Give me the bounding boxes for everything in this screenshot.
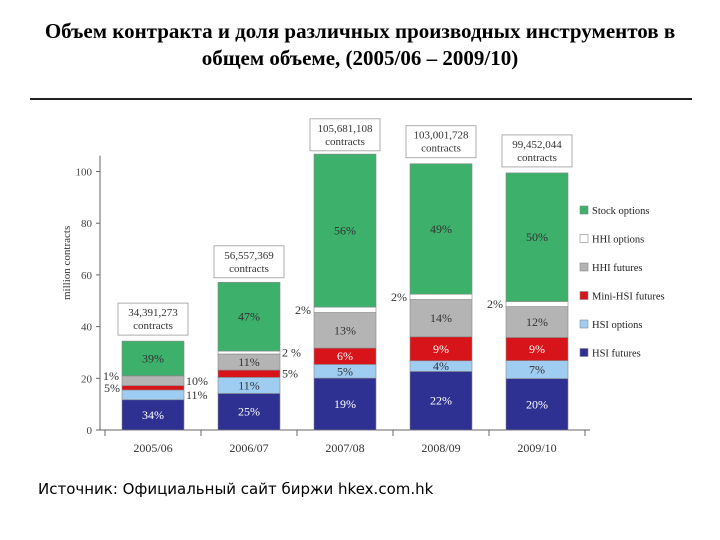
y-tick-label: 20 bbox=[81, 373, 93, 385]
legend-label: HHI options bbox=[592, 235, 644, 246]
data-label: 5% bbox=[282, 367, 298, 381]
data-label: 2% bbox=[487, 297, 503, 311]
x-tick-label: 2006/07 bbox=[229, 441, 268, 455]
y-tick-label: 0 bbox=[87, 425, 93, 437]
total-value-label: 105,681,108 bbox=[318, 123, 374, 135]
data-label: 9% bbox=[529, 342, 545, 356]
total-value-label: 99,452,044 bbox=[512, 139, 562, 151]
data-label: 49% bbox=[430, 222, 452, 236]
source-note: Источник: Официальный сайт биржи hkex.co… bbox=[38, 480, 434, 498]
data-label: 47% bbox=[238, 310, 260, 324]
legend-swatch bbox=[579, 319, 589, 329]
x-tick-label: 2007/08 bbox=[325, 441, 364, 455]
data-label: 7% bbox=[529, 363, 545, 377]
y-tick-label: 80 bbox=[81, 218, 93, 230]
bar-segment bbox=[505, 301, 569, 307]
x-tick-label: 2008/09 bbox=[421, 441, 460, 455]
bar-segment bbox=[121, 399, 185, 431]
bar-segment bbox=[217, 282, 281, 352]
bar-segment bbox=[121, 376, 185, 386]
data-label: 9% bbox=[433, 342, 449, 356]
data-label: 5% bbox=[337, 364, 353, 378]
bar-segment bbox=[217, 369, 281, 378]
data-label: 12% bbox=[526, 315, 548, 329]
total-unit-label: contracts bbox=[421, 143, 461, 155]
data-label: 25% bbox=[238, 405, 260, 419]
total-callout-box bbox=[405, 125, 477, 159]
data-label: 5% bbox=[104, 381, 120, 395]
legend-label: HHI futures bbox=[592, 263, 642, 274]
data-label: 50% bbox=[526, 230, 548, 244]
data-label: 2% bbox=[295, 303, 311, 317]
x-tick-label: 2005/06 bbox=[133, 441, 172, 455]
data-label: 56% bbox=[334, 224, 356, 238]
legend-label: Stock options bbox=[592, 206, 649, 217]
bar-segment bbox=[121, 340, 185, 377]
data-label: 20% bbox=[526, 397, 548, 411]
legend-swatch bbox=[579, 348, 589, 357]
data-label: 10% bbox=[186, 374, 208, 388]
data-label: 2 % bbox=[282, 346, 301, 360]
y-tick-label: 60 bbox=[81, 270, 93, 282]
data-label: 11% bbox=[238, 378, 260, 392]
total-callout-box bbox=[309, 118, 381, 152]
x-tick-label: 2009/10 bbox=[517, 441, 556, 455]
bar-segment bbox=[505, 378, 569, 431]
bar-segment bbox=[409, 371, 473, 431]
bar-segment bbox=[313, 312, 377, 349]
page-title: Объем контракта и доля различных произво… bbox=[44, 19, 676, 70]
total-unit-label: contracts bbox=[517, 152, 557, 164]
data-label: 34% bbox=[142, 408, 164, 422]
total-callout-box bbox=[213, 245, 285, 279]
legend-swatch bbox=[579, 205, 589, 215]
bar-segment bbox=[505, 306, 569, 338]
data-label: 4% bbox=[433, 359, 449, 373]
data-label: 19% bbox=[334, 397, 356, 411]
bar-segment bbox=[217, 350, 281, 355]
bar-segment bbox=[505, 172, 569, 302]
data-label: 6% bbox=[337, 349, 353, 363]
total-unit-label: contracts bbox=[229, 263, 269, 275]
bar-segment bbox=[313, 306, 377, 313]
title-divider bbox=[30, 98, 692, 100]
data-label: 22% bbox=[430, 394, 452, 408]
y-tick-label: 100 bbox=[76, 167, 93, 179]
total-unit-label: contracts bbox=[325, 136, 365, 148]
data-label: 14% bbox=[430, 311, 452, 325]
y-axis-label: million contracts bbox=[61, 226, 73, 300]
legend-swatch bbox=[579, 262, 589, 272]
legend-label: HSI options bbox=[592, 320, 642, 331]
bar-segment bbox=[313, 153, 377, 308]
bar-segment bbox=[409, 163, 473, 295]
bar-segment bbox=[409, 293, 473, 300]
data-label: 11% bbox=[238, 355, 260, 369]
legend-label: HSI futures bbox=[592, 349, 641, 360]
total-callout-box bbox=[501, 134, 573, 168]
bar-segment bbox=[121, 389, 185, 401]
data-label: 13% bbox=[334, 323, 356, 337]
total-value-label: 56,557,369 bbox=[224, 250, 274, 262]
bar-segment bbox=[313, 377, 377, 431]
total-unit-label: contracts bbox=[133, 320, 173, 332]
total-value-label: 34,391,273 bbox=[128, 307, 178, 319]
legend-swatch bbox=[579, 291, 589, 300]
legend-label: Mini-HSI futures bbox=[592, 292, 665, 303]
data-label: 2% bbox=[391, 290, 407, 304]
data-label: 11% bbox=[186, 388, 208, 402]
data-label: 1% bbox=[103, 369, 119, 383]
total-callout-box bbox=[117, 302, 189, 336]
legend-swatch bbox=[579, 234, 589, 243]
total-value-label: 103,001,728 bbox=[414, 130, 470, 142]
bar-segment bbox=[217, 393, 281, 431]
data-label: 39% bbox=[142, 351, 164, 365]
bar-segment bbox=[121, 385, 185, 391]
y-tick-label: 40 bbox=[81, 322, 93, 334]
